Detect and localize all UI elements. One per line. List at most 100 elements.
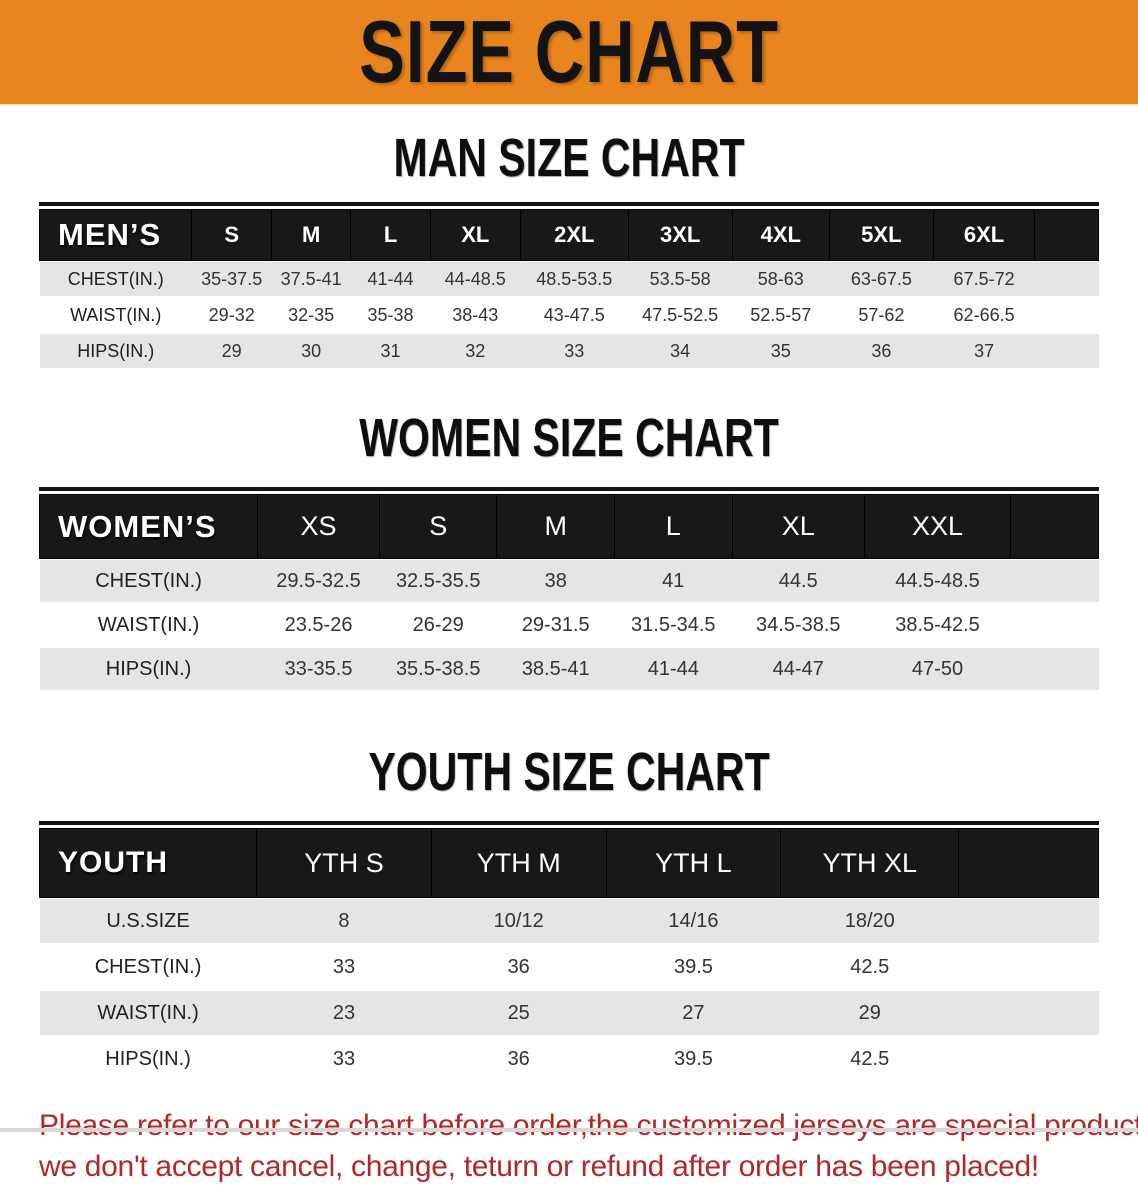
size-value-cell: 35.5-38.5 bbox=[395, 657, 481, 680]
size-value-cell: 39.5 bbox=[673, 955, 713, 978]
size-value-cell: 57-62 bbox=[858, 304, 905, 325]
column-header: XXL bbox=[863, 494, 1012, 559]
column-header: 2XL bbox=[519, 209, 629, 261]
footer-note: Please refer to our size chart before or… bbox=[39, 1106, 1138, 1188]
size-value-cell: 33 bbox=[564, 340, 585, 361]
size-value-cell: 29 bbox=[221, 340, 242, 361]
column-header: XL bbox=[731, 494, 865, 559]
row-label: CHEST(IN.) bbox=[95, 569, 202, 592]
size-value-cell: 29-32 bbox=[208, 304, 255, 325]
size-value-cell: 44.5 bbox=[778, 569, 818, 592]
size-value-cell: 31.5-34.5 bbox=[631, 613, 716, 636]
table-row: HIPS(IN.) 29 30 31 32 33 34 35 36 37 bbox=[39, 333, 1099, 369]
spacer-cell bbox=[958, 828, 1099, 898]
row-label: HIPS(IN.) bbox=[77, 340, 155, 361]
row-label: WAIST(IN.) bbox=[70, 304, 162, 325]
row-label: CHEST(IN.) bbox=[94, 955, 202, 978]
column-header: XL bbox=[429, 209, 521, 261]
spacer-cell bbox=[959, 1036, 1099, 1082]
column-header: S bbox=[378, 494, 498, 559]
column-header: XS bbox=[257, 494, 380, 559]
size-value-cell: 43-47.5 bbox=[543, 304, 605, 325]
spacer-cell bbox=[959, 898, 1099, 945]
size-value-cell: 23 bbox=[332, 1001, 356, 1024]
row-label: HIPS(IN.) bbox=[105, 657, 192, 680]
women-size-table: WOMEN’S XS S M L XL XXL CHEST(IN.) 29.5-32.5 32.5… bbox=[38, 494, 1099, 691]
size-value-cell: 32.5-35.5 bbox=[395, 569, 481, 592]
size-value-cell: 33-35.5 bbox=[284, 657, 353, 680]
bottom-edge-divider bbox=[0, 1128, 1138, 1132]
spacer-cell bbox=[1035, 297, 1099, 333]
size-value-cell: 39.5 bbox=[673, 1047, 713, 1070]
spacer-cell bbox=[1035, 261, 1099, 298]
size-value-cell: 35 bbox=[770, 340, 791, 361]
table-corner-label: MEN’S bbox=[38, 209, 193, 261]
size-value-cell: 34 bbox=[670, 340, 691, 361]
size-value-cell: 67.5-72 bbox=[953, 268, 1015, 289]
women-section: WOMEN SIZE CHART WOMEN’S XS S M L XL XXL CHEST(I… bbox=[0, 369, 1138, 691]
column-header: L bbox=[614, 494, 733, 559]
size-value-cell: 33 bbox=[332, 1047, 356, 1070]
size-value-cell: 38.5-42.5 bbox=[895, 613, 980, 636]
row-label: U.S.SIZE bbox=[106, 909, 190, 932]
row-label: CHEST(IN.) bbox=[67, 268, 164, 289]
size-value-cell: 42.5 bbox=[850, 1047, 890, 1070]
youth-table-wrap: YOUTH YTH S YTH M YTH L YTH XL U.S.SIZE 8 10/12… bbox=[38, 821, 1099, 1082]
size-value-cell: 8 bbox=[338, 909, 350, 932]
table-row: WAIST(IN.) 29-32 32-35 35-38 38-43 43-47.5 47.… bbox=[39, 297, 1099, 333]
column-header: 5XL bbox=[828, 209, 934, 261]
size-value-cell: 26-29 bbox=[412, 613, 464, 636]
youth-section-heading: YOUTH SIZE CHART bbox=[0, 691, 1138, 821]
size-value-cell: 35-37.5 bbox=[201, 268, 263, 289]
size-value-cell: 47.5-52.5 bbox=[642, 304, 719, 325]
men-section-heading: MAN SIZE CHART bbox=[0, 106, 1138, 202]
size-chart-sections: MAN SIZE CHART MEN’S S M L XL 2XL 3XL 4XL 5XL 6XL C… bbox=[0, 106, 1138, 1082]
size-value-cell: 32-35 bbox=[288, 304, 335, 325]
row-label: HIPS(IN.) bbox=[105, 1047, 191, 1070]
size-value-cell: 18/20 bbox=[844, 909, 895, 932]
table-header-row: WOMEN’S XS S M L XL XXL bbox=[38, 494, 1099, 559]
size-value-cell: 38.5-41 bbox=[521, 657, 590, 680]
size-value-cell: 10/12 bbox=[493, 909, 544, 932]
table-corner-label: WOMEN’S bbox=[38, 494, 259, 559]
table-row: HIPS(IN.) 33-35.5 35.5-38.5 38.5-41 41-44 44-… bbox=[39, 647, 1099, 691]
row-label: WAIST(IN.) bbox=[97, 613, 200, 636]
size-value-cell: 41-44 bbox=[367, 268, 414, 289]
size-value-cell: 36 bbox=[507, 1047, 530, 1070]
youth-size-table: YOUTH YTH S YTH M YTH L YTH XL U.S.SIZE 8 10/12… bbox=[38, 828, 1099, 1082]
size-value-cell: 44.5-48.5 bbox=[895, 569, 980, 592]
spacer-cell bbox=[1010, 494, 1099, 559]
column-header: 3XL bbox=[627, 209, 733, 261]
size-value-cell: 36 bbox=[507, 955, 530, 978]
size-value-cell: 48.5-53.5 bbox=[536, 268, 613, 289]
table-row: WAIST(IN.) 23 25 27 29 bbox=[39, 990, 1099, 1036]
size-chart-banner: SIZE CHART bbox=[0, 0, 1138, 106]
table-row: HIPS(IN.) 33 36 39.5 42.5 bbox=[39, 1036, 1099, 1082]
spacer-cell bbox=[1035, 333, 1099, 369]
size-value-cell: 62-66.5 bbox=[953, 304, 1015, 325]
size-value-cell: 29 bbox=[858, 1001, 881, 1024]
men-section: MAN SIZE CHART MEN’S S M L XL 2XL 3XL 4XL 5XL 6XL C… bbox=[0, 106, 1138, 369]
women-section-heading: WOMEN SIZE CHART bbox=[0, 369, 1138, 487]
size-value-cell: 37 bbox=[974, 340, 995, 361]
size-value-cell: 27 bbox=[682, 1001, 705, 1024]
column-header: M bbox=[496, 494, 616, 559]
size-value-cell: 31 bbox=[380, 340, 401, 361]
spacer-cell bbox=[1011, 603, 1099, 647]
size-value-cell: 35-38 bbox=[367, 304, 414, 325]
size-value-cell: 42.5 bbox=[850, 955, 890, 978]
spacer-cell bbox=[1011, 647, 1099, 691]
size-value-cell: 52.5-57 bbox=[750, 304, 812, 325]
size-value-cell: 38 bbox=[544, 569, 567, 592]
size-value-cell: 58-63 bbox=[757, 268, 804, 289]
column-header: 4XL bbox=[731, 209, 830, 261]
spacer-cell bbox=[959, 990, 1099, 1036]
section-heading-text: YOUTH SIZE CHART bbox=[368, 742, 770, 802]
section-heading-text: MAN SIZE CHART bbox=[393, 128, 745, 188]
youth-section: YOUTH SIZE CHART YOUTH YTH S YTH M YTH L YTH … bbox=[0, 691, 1138, 1082]
footer-line-2: we don't accept cancel, change, teturn o… bbox=[39, 1149, 1039, 1183]
column-header: M bbox=[270, 209, 352, 261]
table-row: WAIST(IN.) 23.5-26 26-29 29-31.5 31.5-34.5 34… bbox=[39, 603, 1099, 647]
table-corner-label: YOUTH bbox=[38, 828, 258, 898]
banner-title: SIZE CHART bbox=[359, 2, 779, 101]
